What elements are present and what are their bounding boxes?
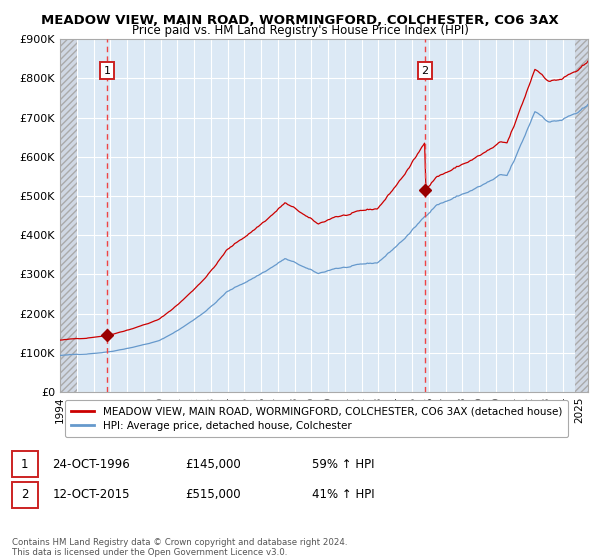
Bar (12, 451, 38, 477)
Text: 2: 2 (422, 66, 428, 76)
Text: 59% ↑ HPI: 59% ↑ HPI (311, 458, 374, 470)
Text: 2: 2 (21, 488, 28, 501)
Text: 1: 1 (21, 458, 28, 470)
Text: 12-OCT-2015: 12-OCT-2015 (52, 488, 130, 501)
Text: Price paid vs. HM Land Registry's House Price Index (HPI): Price paid vs. HM Land Registry's House … (131, 24, 469, 37)
Text: £515,000: £515,000 (185, 488, 241, 501)
Text: MEADOW VIEW, MAIN ROAD, WORMINGFORD, COLCHESTER, CO6 3AX: MEADOW VIEW, MAIN ROAD, WORMINGFORD, COL… (41, 14, 559, 27)
Bar (12, 482, 38, 508)
Bar (575, 39, 588, 392)
Text: £145,000: £145,000 (185, 458, 241, 470)
Text: 1: 1 (104, 66, 110, 76)
Text: 24-OCT-1996: 24-OCT-1996 (52, 458, 130, 470)
Text: 41% ↑ HPI: 41% ↑ HPI (311, 488, 374, 501)
Text: Contains HM Land Registry data © Crown copyright and database right 2024.
This d: Contains HM Land Registry data © Crown c… (12, 538, 347, 557)
Bar (60, 39, 77, 392)
Legend: MEADOW VIEW, MAIN ROAD, WORMINGFORD, COLCHESTER, CO6 3AX (detached house), HPI: : MEADOW VIEW, MAIN ROAD, WORMINGFORD, COL… (65, 400, 568, 437)
